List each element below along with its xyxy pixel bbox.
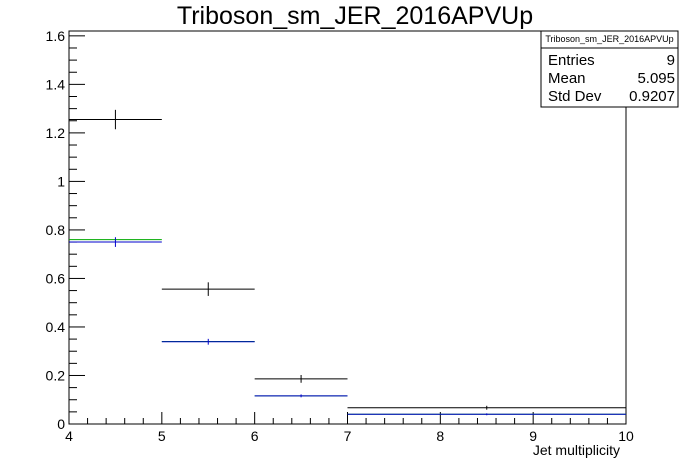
stats-stddev-label: Std Dev: [548, 88, 602, 105]
y-tick-label: 1.4: [46, 76, 66, 92]
y-tick-label: 0.6: [46, 270, 66, 286]
x-tick-label: 9: [529, 428, 537, 444]
stats-box-title: Triboson_sm_JER_2016APVUp: [545, 34, 673, 44]
y-tick-label: 1.6: [46, 28, 66, 44]
stats-mean-label: Mean: [548, 70, 586, 87]
series-1: [69, 239, 626, 415]
y-tick-label: 0.2: [46, 367, 66, 383]
stats-mean-value: 5.095: [637, 70, 675, 87]
series-0: [69, 109, 626, 410]
x-tick-label: 10: [618, 428, 634, 444]
y-tick-label: 1: [57, 173, 65, 189]
stats-entries-value: 9: [667, 52, 675, 69]
x-tick-label: 7: [344, 428, 352, 444]
x-tick-label: 4: [65, 428, 73, 444]
x-tick-label: 5: [158, 428, 166, 444]
stats-stddev-value: 0.9207: [629, 88, 675, 105]
stats-box: Triboson_sm_JER_2016APVUp Entries 9 Mean…: [540, 30, 679, 108]
y-tick-label: 0.4: [46, 319, 66, 335]
y-tick-label: 0.8: [46, 222, 66, 238]
stats-box-frame: [540, 30, 679, 108]
y-tick-label: 0: [57, 416, 65, 432]
x-tick-label: 6: [251, 428, 259, 444]
y-tick-label: 1.2: [46, 125, 66, 141]
x-axis-label: Jet multiplicity: [533, 442, 620, 458]
data-series: [69, 109, 626, 416]
series-2: [69, 237, 626, 416]
x-tick-label: 8: [436, 428, 444, 444]
chart-title: Triboson_sm_JER_2016APVUp: [177, 2, 533, 30]
stats-entries-label: Entries: [548, 52, 595, 69]
axes: 0 0.2 0.4 0.6 0.8 1 1.2 1.4 1.6 4 5 6 7 8 9 10: [46, 28, 634, 444]
